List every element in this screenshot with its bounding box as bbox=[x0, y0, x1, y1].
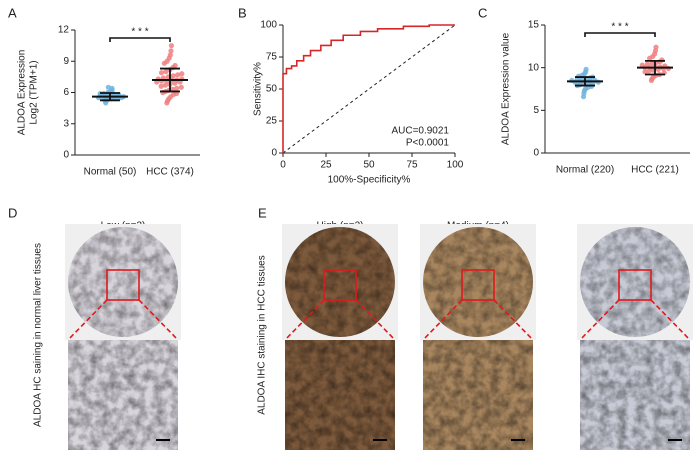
zoom-connector bbox=[67, 299, 108, 341]
zoom-texture bbox=[285, 340, 395, 450]
y-tick-label: 9 bbox=[63, 56, 69, 67]
core-texture bbox=[285, 227, 395, 337]
data-point bbox=[178, 84, 184, 90]
data-point bbox=[158, 70, 165, 76]
core-texture bbox=[423, 227, 533, 337]
data-point bbox=[167, 52, 173, 58]
y-tick-label: 12 bbox=[58, 25, 70, 36]
data-point bbox=[174, 85, 180, 91]
y-tick-label: 50 bbox=[266, 84, 278, 95]
zoom-connector bbox=[650, 299, 691, 341]
y-axis-label: ALDOA Expression value bbox=[501, 32, 512, 145]
data-point bbox=[105, 84, 111, 90]
roc-curve bbox=[282, 24, 455, 153]
data-point bbox=[649, 60, 655, 66]
x-tick-label: Normal (50) bbox=[84, 167, 137, 178]
data-point bbox=[163, 69, 169, 75]
data-point bbox=[170, 73, 176, 79]
x-tick-label: 50 bbox=[363, 160, 375, 171]
zoom-connector bbox=[284, 299, 325, 341]
data-point bbox=[175, 72, 181, 78]
x-tick-label: HCC (374) bbox=[146, 167, 194, 178]
annotation: AUC=0.9021 bbox=[391, 126, 449, 137]
zoom-connector bbox=[422, 299, 463, 341]
zoom-texture bbox=[68, 340, 178, 450]
core-texture bbox=[580, 227, 690, 337]
significance-bracket bbox=[584, 32, 656, 37]
y-axis-label: ALDOA Expression bbox=[17, 50, 28, 136]
core-texture bbox=[68, 227, 178, 337]
significance: * * * bbox=[611, 22, 628, 33]
zoom-texture bbox=[423, 340, 533, 450]
zoom-box bbox=[106, 269, 140, 301]
zoom-connector bbox=[579, 299, 620, 341]
error-bar bbox=[100, 92, 120, 102]
data-point bbox=[158, 83, 164, 89]
y-tick-label: 15 bbox=[528, 20, 540, 31]
y-tick-label: 0 bbox=[63, 150, 69, 161]
y-tick-label: 3 bbox=[63, 118, 69, 129]
data-point bbox=[583, 66, 589, 72]
x-axis-label: 100%-Specificity% bbox=[328, 175, 411, 186]
panel-label: C bbox=[478, 5, 487, 20]
data-point bbox=[168, 43, 175, 49]
panel-label: A bbox=[8, 5, 17, 20]
y-axis-label: Sensitivity% bbox=[253, 62, 264, 116]
y-tick-label: 100 bbox=[260, 20, 277, 31]
zoom-texture bbox=[580, 340, 690, 450]
y-tick-label: 10 bbox=[528, 62, 540, 73]
y-axis-label: ALDOA HC saining in normal liver tissues bbox=[33, 243, 44, 427]
zoom-box bbox=[323, 269, 357, 301]
y-tick-label: 25 bbox=[266, 116, 278, 127]
data-point bbox=[168, 48, 174, 54]
x-tick-label: HCC (221) bbox=[631, 165, 679, 176]
error-bar bbox=[575, 76, 595, 87]
significance-bracket bbox=[109, 37, 171, 42]
data-point bbox=[639, 62, 645, 68]
y-axis-label: Log2 (TPM+1) bbox=[29, 60, 40, 124]
panel-label: E bbox=[258, 205, 267, 220]
y-tick-label: 6 bbox=[63, 87, 69, 98]
error-bar bbox=[645, 59, 665, 76]
y-axis-label: ALDOA IHC staining in HCC tissues bbox=[257, 255, 268, 415]
data-point bbox=[642, 69, 648, 75]
zoom-connector bbox=[493, 299, 534, 341]
x-tick-label: 25 bbox=[320, 160, 332, 171]
y-tick-label: 5 bbox=[533, 105, 539, 116]
data-point bbox=[179, 71, 185, 77]
zoom-box bbox=[461, 269, 495, 301]
zoom-connector bbox=[138, 299, 179, 341]
significance: * * * bbox=[131, 27, 148, 38]
data-point bbox=[653, 44, 659, 50]
data-point bbox=[162, 82, 168, 88]
x-tick-label: Normal (220) bbox=[556, 165, 614, 176]
annotation: P<0.0001 bbox=[406, 138, 450, 149]
y-tick-label: 0 bbox=[533, 148, 539, 159]
error-bar bbox=[160, 67, 180, 93]
zoom-box bbox=[618, 269, 652, 301]
y-tick-label: 75 bbox=[266, 52, 278, 63]
data-point bbox=[644, 61, 651, 67]
y-tick-label: 0 bbox=[271, 148, 277, 159]
data-point bbox=[172, 62, 178, 69]
zoom-connector bbox=[355, 299, 396, 341]
x-tick-label: 0 bbox=[280, 160, 286, 171]
panel-label: D bbox=[8, 205, 17, 220]
x-tick-label: 75 bbox=[406, 160, 418, 171]
panel-label: B bbox=[238, 5, 247, 20]
x-tick-label: 100 bbox=[447, 160, 464, 171]
